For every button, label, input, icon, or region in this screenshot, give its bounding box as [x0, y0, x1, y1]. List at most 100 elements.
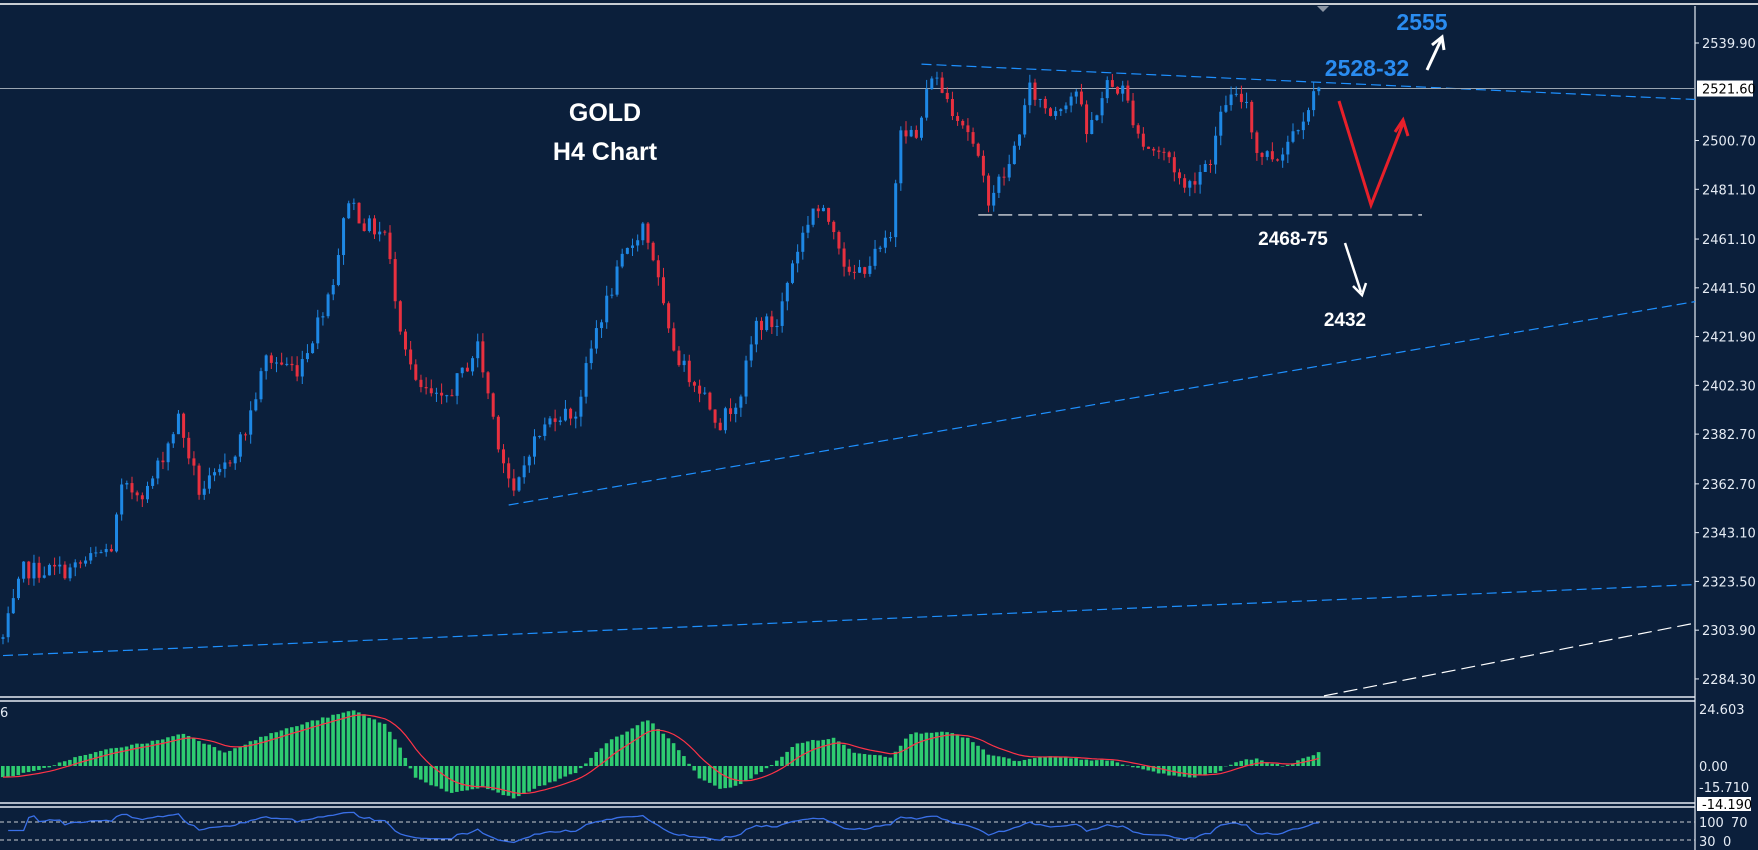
candle-body [1260, 152, 1264, 157]
red-projection-arrow-icon [1337, 100, 1410, 210]
candle-body [440, 392, 444, 396]
candle [89, 547, 93, 565]
candle-body [171, 434, 175, 444]
candle [238, 431, 242, 463]
candle-body [398, 301, 402, 332]
macd-bar [702, 766, 707, 781]
macd-bar [1172, 766, 1176, 776]
candle-body [135, 492, 139, 496]
trendline[interactable] [1323, 622, 1696, 697]
candle-body [151, 478, 155, 486]
candle [1018, 134, 1022, 150]
candle-body [945, 92, 949, 100]
macd-bar [186, 735, 191, 766]
target-down-label: 2432 [1324, 310, 1366, 331]
trendline[interactable] [508, 301, 1696, 506]
trendline[interactable] [2, 583, 1696, 657]
candle-body [950, 99, 954, 117]
candle [331, 279, 335, 301]
candle [140, 492, 144, 508]
candle [1064, 102, 1068, 114]
candle-body [295, 365, 299, 377]
candle [491, 392, 495, 420]
candle [852, 264, 856, 280]
macd-bar [207, 744, 211, 766]
macd-bar [73, 757, 77, 766]
macd-bar [1265, 762, 1269, 766]
candle [945, 87, 949, 103]
candle [1306, 107, 1310, 126]
macd-bar [754, 766, 758, 775]
macd-bar [769, 764, 774, 766]
candle-body [429, 388, 433, 394]
candle-body [424, 387, 428, 389]
candle [507, 457, 511, 488]
candle-body [775, 325, 779, 328]
macd-bar [1069, 758, 1073, 766]
macd-bar [955, 735, 960, 766]
candle-body [584, 363, 588, 397]
macd-bar [130, 744, 134, 766]
candle-body [125, 483, 129, 485]
candle [115, 512, 119, 553]
macd-current-label-bg [1697, 797, 1751, 811]
macd-bar [1146, 766, 1151, 771]
macd-bar [1038, 757, 1042, 766]
shift-marker-icon[interactable] [1317, 6, 1329, 12]
candle [992, 185, 996, 212]
macd-bar [517, 766, 521, 797]
macd-bar [532, 766, 537, 789]
macd-bar [135, 743, 139, 766]
candle-body [1028, 82, 1032, 106]
candle-body [785, 282, 789, 302]
macd-bar [924, 732, 929, 766]
macd-bar [197, 741, 201, 766]
candle [821, 204, 825, 212]
candle [84, 556, 88, 567]
candle-body [63, 564, 67, 579]
macd-bar [388, 731, 392, 766]
candle-body [1074, 91, 1078, 97]
candle-body [883, 237, 887, 248]
candle [1110, 74, 1114, 88]
candle [1224, 95, 1228, 113]
candle-body [1126, 85, 1130, 101]
candle-body [1141, 133, 1145, 147]
candle-body [620, 253, 624, 267]
macd-bar [826, 739, 831, 766]
candle [522, 456, 526, 484]
candle-body [445, 395, 449, 397]
macd-bar [1048, 756, 1053, 766]
macd-bar [878, 755, 882, 766]
candle-body [863, 267, 867, 274]
candle [274, 356, 278, 373]
price-tick-label: 2343.10 [1702, 527, 1756, 542]
candle-body [507, 463, 511, 479]
macd-bar [269, 733, 273, 766]
candle-body [527, 456, 531, 466]
trendline[interactable] [921, 63, 1696, 101]
candle [73, 559, 77, 577]
candle-body [605, 295, 609, 323]
macd-bar [300, 724, 304, 766]
candle-body [760, 320, 764, 331]
macd-bar [857, 753, 862, 766]
rsi-axis-30: 30 [1699, 835, 1716, 850]
macd-bar [1187, 766, 1192, 778]
macd-bar [253, 740, 258, 766]
candle [790, 260, 794, 285]
candle-body [486, 372, 490, 394]
candle-body [765, 316, 769, 331]
macd-bar [1, 766, 5, 778]
candle [620, 248, 624, 269]
macd-bar [522, 766, 526, 794]
candle-body [481, 341, 485, 373]
macd-bar [444, 766, 449, 792]
candle-body [300, 359, 304, 377]
current-price-label: 2521.60 [1697, 80, 1756, 98]
candle [1105, 76, 1109, 104]
candle-body [914, 129, 918, 138]
candle-body [956, 116, 960, 121]
